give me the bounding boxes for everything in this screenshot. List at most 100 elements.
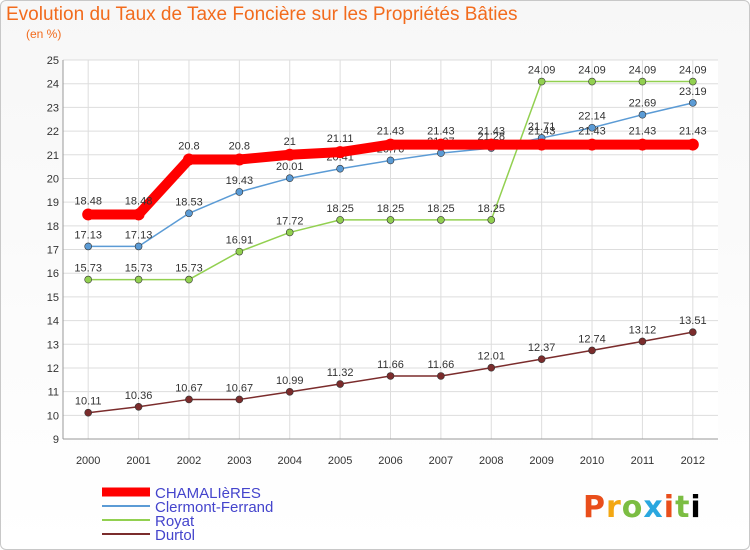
data-point bbox=[638, 337, 647, 346]
data-point bbox=[434, 138, 447, 151]
data-point bbox=[336, 380, 344, 388]
x-tick-label: 2003 bbox=[227, 455, 251, 467]
proxiti-logo: Proxiti bbox=[583, 490, 702, 525]
y-tick-label: 21 bbox=[47, 150, 59, 162]
data-label: 18.25 bbox=[377, 203, 405, 215]
chart-subtitle: (en %) bbox=[26, 27, 62, 41]
data-point bbox=[233, 153, 246, 166]
y-tick-label: 9 bbox=[53, 434, 59, 446]
y-tick-label: 20 bbox=[47, 173, 59, 185]
data-point bbox=[437, 372, 445, 380]
data-point bbox=[134, 275, 143, 284]
legend-label: Royat bbox=[155, 513, 195, 530]
chart-title: Evolution du Taux de Taxe Foncière sur l… bbox=[6, 4, 518, 25]
data-point bbox=[537, 355, 546, 363]
x-tick-label: 2011 bbox=[631, 455, 655, 467]
data-point bbox=[82, 208, 95, 221]
data-point bbox=[185, 275, 193, 284]
data-point bbox=[336, 216, 344, 224]
data-point bbox=[537, 77, 546, 86]
data-label: 10.36 bbox=[125, 390, 153, 402]
data-label: 18.48 bbox=[74, 195, 102, 207]
data-label: 18.53 bbox=[175, 196, 203, 208]
data-point bbox=[437, 216, 445, 224]
y-tick-label: 16 bbox=[47, 268, 59, 280]
data-point bbox=[386, 372, 395, 380]
data-point bbox=[285, 174, 294, 183]
data-label: 15.73 bbox=[74, 263, 102, 275]
x-tick-label: 2002 bbox=[177, 455, 201, 467]
data-label: 12.37 bbox=[528, 342, 556, 354]
y-tick-label: 17 bbox=[47, 245, 59, 257]
data-point bbox=[334, 146, 347, 159]
data-label: 21.43 bbox=[679, 126, 707, 138]
data-point bbox=[185, 395, 193, 404]
data-point bbox=[283, 148, 296, 161]
x-tick-label: 2001 bbox=[126, 455, 150, 467]
data-point bbox=[437, 149, 445, 157]
data-point bbox=[182, 153, 195, 166]
data-label: 22.69 bbox=[629, 98, 657, 110]
data-label: 17.72 bbox=[276, 215, 304, 227]
data-point bbox=[285, 388, 294, 396]
data-label: 18.25 bbox=[427, 203, 455, 215]
data-label: 23.19 bbox=[679, 86, 707, 98]
y-tick-label: 11 bbox=[48, 387, 59, 399]
y-tick-label: 19 bbox=[47, 197, 59, 209]
data-label: 21.43 bbox=[478, 126, 506, 138]
data-point bbox=[485, 138, 498, 151]
data-label: 24.09 bbox=[528, 65, 556, 77]
data-point bbox=[235, 188, 244, 196]
data-point bbox=[84, 242, 92, 251]
data-point bbox=[588, 346, 596, 355]
data-point bbox=[132, 208, 145, 221]
data-label: 21.43 bbox=[377, 126, 405, 138]
x-tick-label: 2006 bbox=[378, 455, 402, 467]
data-point bbox=[638, 110, 647, 119]
data-point bbox=[689, 77, 697, 86]
data-label: 10.11 bbox=[75, 396, 102, 408]
data-label: 13.51 bbox=[679, 315, 707, 327]
data-label: 17.13 bbox=[125, 229, 153, 241]
data-label: 18.25 bbox=[478, 203, 506, 215]
data-point bbox=[588, 123, 596, 132]
legend-label: Durtol bbox=[155, 527, 195, 544]
data-label: 21.43 bbox=[427, 126, 455, 138]
y-tick-label: 14 bbox=[47, 316, 59, 328]
data-label: 21.71 bbox=[528, 121, 556, 133]
data-label: 12.01 bbox=[478, 351, 506, 363]
data-point bbox=[384, 138, 397, 151]
y-tick-label: 18 bbox=[47, 221, 59, 233]
data-point bbox=[84, 275, 92, 284]
data-label: 17.13 bbox=[74, 229, 102, 241]
data-label: 18.25 bbox=[326, 203, 354, 215]
data-point bbox=[586, 138, 599, 151]
x-tick-label: 2009 bbox=[529, 455, 553, 467]
data-label: 20.01 bbox=[276, 161, 304, 173]
data-label: 12.74 bbox=[578, 333, 606, 345]
legend-label: CHAMALIèRES bbox=[155, 485, 261, 502]
data-point bbox=[689, 99, 697, 107]
data-label: 24.09 bbox=[578, 65, 606, 77]
y-tick-label: 22 bbox=[47, 126, 59, 138]
data-label: 10.67 bbox=[175, 382, 203, 394]
data-label: 20.8 bbox=[178, 140, 199, 152]
data-point bbox=[285, 228, 294, 237]
data-label: 11.66 bbox=[377, 359, 404, 371]
x-tick-label: 2004 bbox=[277, 455, 301, 467]
y-tick-label: 25 bbox=[47, 55, 59, 67]
data-point bbox=[636, 138, 649, 151]
data-point bbox=[686, 138, 699, 151]
data-point bbox=[185, 209, 193, 218]
data-point bbox=[84, 408, 92, 417]
data-point bbox=[386, 216, 395, 224]
data-label: 24.09 bbox=[679, 65, 707, 77]
data-label: 21 bbox=[284, 136, 296, 148]
data-point bbox=[235, 395, 244, 404]
data-point bbox=[689, 328, 697, 336]
data-label: 13.12 bbox=[629, 324, 657, 336]
y-tick-label: 12 bbox=[47, 363, 59, 375]
x-tick-label: 2007 bbox=[429, 455, 453, 467]
data-point bbox=[235, 247, 244, 256]
